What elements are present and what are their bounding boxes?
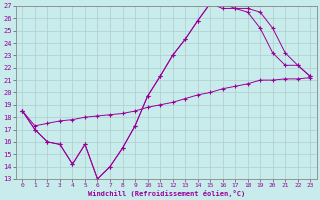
X-axis label: Windchill (Refroidissement éolien,°C): Windchill (Refroidissement éolien,°C) [88, 190, 245, 197]
